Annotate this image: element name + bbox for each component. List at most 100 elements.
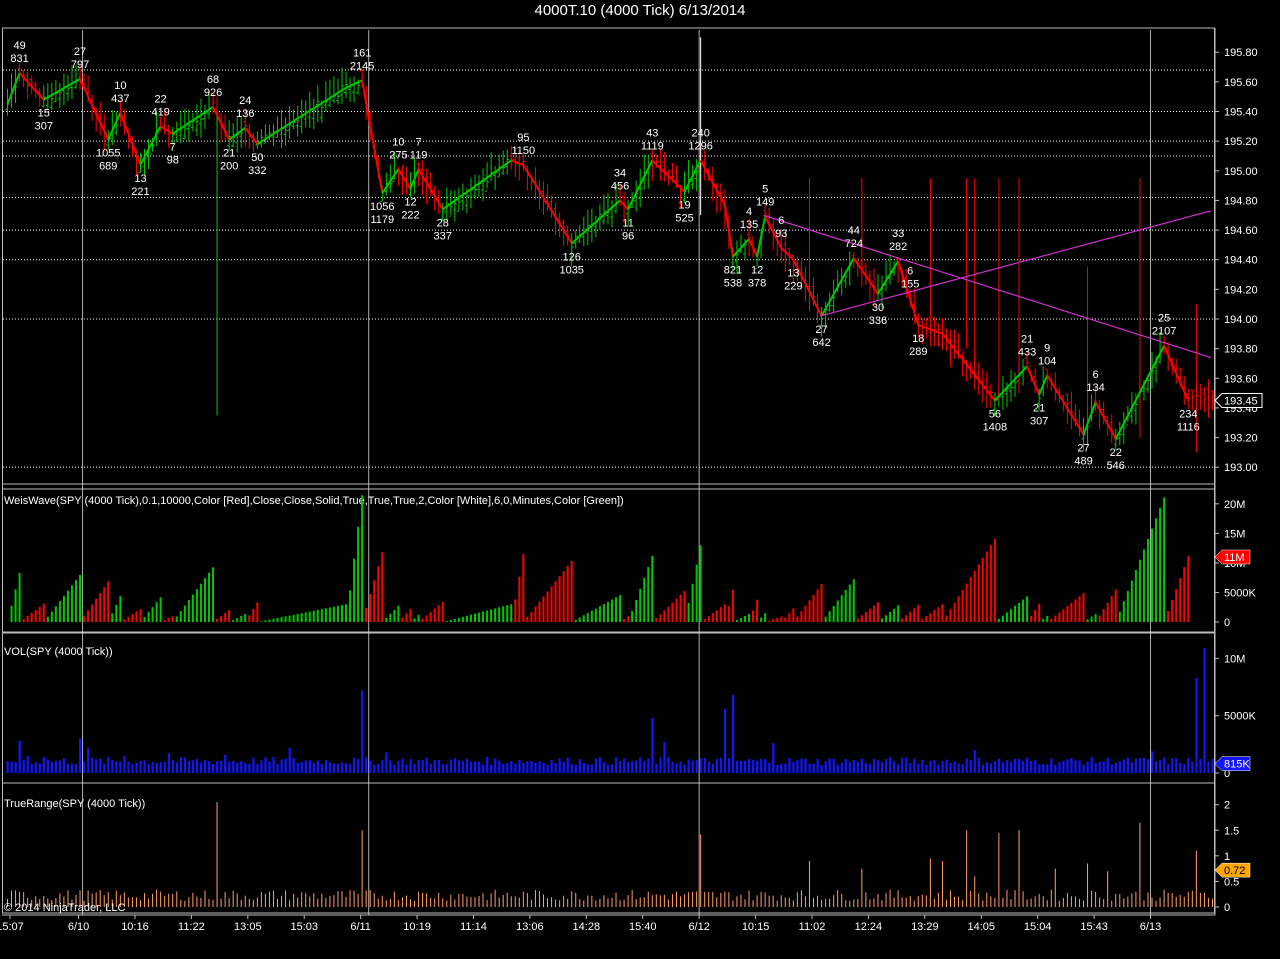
volume-bar	[244, 762, 247, 773]
wave-segment	[79, 78, 110, 141]
volume-bar	[397, 760, 400, 773]
weiswave-bar	[413, 618, 416, 622]
weiswave-bar	[353, 558, 356, 622]
volume-bar	[87, 747, 90, 773]
volume-bar	[522, 762, 525, 773]
weiswave-bar	[151, 607, 154, 622]
volume-bar	[538, 761, 541, 773]
weiswave-bar	[856, 618, 859, 622]
weiswave-bar	[268, 619, 271, 622]
volume-bar	[631, 761, 634, 773]
wave-label-volume: 307	[35, 121, 53, 133]
weiswave-bar	[594, 608, 597, 622]
weiswave-bar	[844, 589, 847, 622]
weiswave-bar	[441, 602, 444, 622]
volume-bar	[389, 760, 392, 773]
volume-bar	[276, 763, 279, 773]
volume-bar	[486, 757, 489, 773]
volume-bar	[38, 763, 41, 773]
wave-label-count: 27	[74, 46, 86, 58]
volume-bar	[441, 764, 444, 773]
volume-bar	[292, 757, 295, 773]
weiswave-bar	[1187, 556, 1190, 622]
volume-bar	[373, 764, 376, 773]
weiswave-bar	[167, 618, 170, 622]
volume-bar	[349, 763, 352, 773]
volume-bar	[187, 760, 191, 773]
wave-segment	[852, 257, 879, 295]
volume-bar	[425, 757, 428, 773]
wave-label-volume: 1116	[1177, 421, 1200, 433]
weiswave-bar	[1082, 593, 1085, 622]
weiswave-bar	[1014, 606, 1016, 622]
volume-bar	[284, 758, 287, 773]
wave-label-count: 5	[762, 184, 768, 196]
wave-label-count: 10	[114, 80, 126, 92]
volume-bar	[905, 757, 908, 773]
weiswave-bar	[671, 602, 674, 622]
weiswave-bar	[1159, 507, 1162, 622]
volume-bar	[993, 761, 997, 773]
weiswave-bar	[324, 608, 327, 622]
volume-bar	[1142, 757, 1146, 773]
x-axis-label: 10:19	[403, 921, 431, 933]
weiswave-bar	[272, 618, 275, 622]
wave-segment	[627, 159, 654, 210]
weiswave-bar	[574, 619, 577, 622]
wave-label-volume: 419	[151, 106, 169, 118]
wave-segment	[619, 199, 629, 210]
weiswave-bar	[816, 589, 819, 622]
volume-bar	[473, 761, 477, 773]
weiswave-bar	[703, 619, 706, 622]
volume-bar	[498, 760, 501, 773]
weiswave-bar	[50, 611, 53, 622]
volume-bar	[675, 763, 678, 773]
volume-bar	[14, 762, 17, 773]
weiswave-bar	[1094, 614, 1097, 622]
weiswave-bar	[756, 599, 759, 622]
volume-bar	[1098, 761, 1101, 773]
weiswave-bar	[832, 605, 835, 622]
volume-bar	[743, 760, 747, 773]
weiswave-bar	[695, 564, 698, 622]
x-axis-label: 14:28	[573, 921, 601, 933]
weiswave-bar	[216, 619, 219, 622]
weiswave-bar	[619, 595, 622, 622]
wave-segment	[683, 159, 702, 192]
weiswave-bar	[623, 619, 626, 622]
wave-label-count: 12	[404, 197, 416, 209]
x-axis-label: 6/10	[68, 921, 89, 933]
volume-bar	[449, 759, 452, 773]
volume-bar	[594, 758, 598, 773]
volume-bar	[840, 762, 843, 773]
weiswave-bar	[933, 610, 936, 622]
volume-bar	[405, 764, 408, 773]
weiswave-bar	[1126, 590, 1129, 622]
volume-bar	[240, 761, 243, 773]
weiswave-bar	[808, 600, 811, 622]
weiswave-bar	[58, 601, 61, 622]
volume-bar	[115, 761, 118, 773]
weiswave-bar	[115, 604, 118, 622]
weiswave-bar	[179, 611, 182, 622]
sub-last-value-marker	[1214, 862, 1251, 878]
volume-bar	[864, 762, 868, 773]
volume-bar	[860, 758, 864, 773]
weiswave-bar	[14, 589, 17, 622]
volume-bar	[361, 690, 364, 773]
volume-bar	[570, 764, 573, 773]
weiswave-bar	[578, 617, 581, 622]
volume-bar	[1005, 760, 1009, 773]
weiswave-bar	[147, 612, 150, 622]
price-axis-label: 195.00	[1224, 166, 1258, 178]
weiswave-bar	[941, 604, 944, 622]
weiswave-bar	[212, 567, 215, 622]
volume-bar	[663, 742, 666, 773]
volume-bar	[776, 764, 779, 773]
volume-bar	[639, 757, 642, 773]
weiswave-bar	[183, 605, 186, 622]
volume-bar	[1110, 764, 1113, 773]
wave-label-volume: 642	[812, 337, 830, 349]
volume-bar	[1090, 756, 1093, 773]
